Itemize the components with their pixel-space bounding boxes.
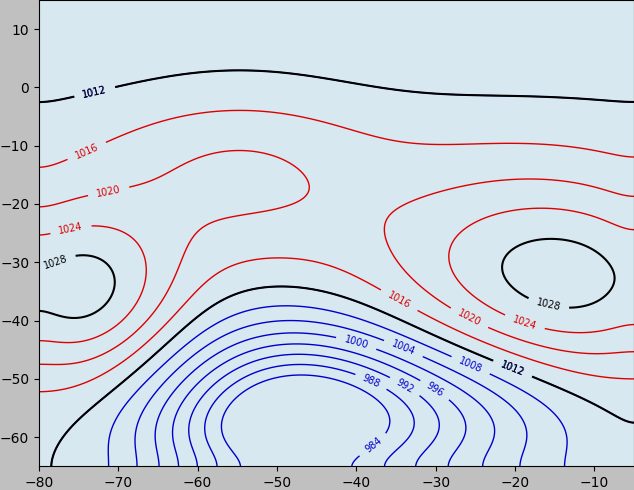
Text: 984: 984	[363, 436, 384, 455]
Text: 1004: 1004	[391, 339, 417, 358]
Text: 1008: 1008	[458, 356, 484, 375]
Text: 1024: 1024	[511, 314, 538, 331]
Text: 1000: 1000	[343, 335, 370, 351]
Text: 1012: 1012	[82, 84, 108, 99]
Text: 1028: 1028	[535, 297, 562, 313]
Text: 1020: 1020	[456, 308, 482, 328]
Text: 1012: 1012	[500, 359, 526, 378]
Text: 996: 996	[425, 380, 446, 399]
Text: 988: 988	[361, 373, 382, 390]
Text: 1016: 1016	[74, 142, 100, 160]
Text: 1028: 1028	[42, 253, 69, 271]
Text: 1016: 1016	[386, 290, 412, 311]
Text: 1020: 1020	[96, 184, 122, 198]
Text: 1024: 1024	[58, 221, 84, 236]
Text: 1012: 1012	[82, 84, 108, 99]
Text: 992: 992	[394, 377, 416, 395]
Text: 1012: 1012	[500, 359, 526, 378]
